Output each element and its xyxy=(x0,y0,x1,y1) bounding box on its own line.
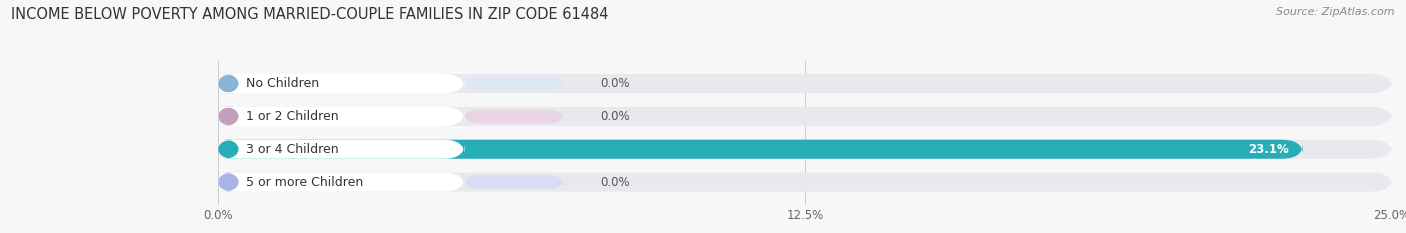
Text: Source: ZipAtlas.com: Source: ZipAtlas.com xyxy=(1277,7,1395,17)
Text: 5 or more Children: 5 or more Children xyxy=(246,175,363,188)
FancyBboxPatch shape xyxy=(218,74,239,93)
Text: INCOME BELOW POVERTY AMONG MARRIED-COUPLE FAMILIES IN ZIP CODE 61484: INCOME BELOW POVERTY AMONG MARRIED-COUPL… xyxy=(11,7,609,22)
FancyBboxPatch shape xyxy=(218,74,1392,93)
FancyBboxPatch shape xyxy=(218,172,1392,192)
Text: 0.0%: 0.0% xyxy=(600,77,630,90)
Text: No Children: No Children xyxy=(246,77,319,90)
FancyBboxPatch shape xyxy=(464,110,562,123)
Text: 3 or 4 Children: 3 or 4 Children xyxy=(246,143,339,156)
FancyBboxPatch shape xyxy=(218,172,239,192)
FancyBboxPatch shape xyxy=(464,175,562,189)
Text: 1 or 2 Children: 1 or 2 Children xyxy=(246,110,339,123)
FancyBboxPatch shape xyxy=(218,107,239,126)
FancyBboxPatch shape xyxy=(218,74,464,93)
FancyBboxPatch shape xyxy=(218,172,464,192)
FancyBboxPatch shape xyxy=(218,140,1392,159)
FancyBboxPatch shape xyxy=(218,107,464,126)
FancyBboxPatch shape xyxy=(218,140,464,159)
Text: 0.0%: 0.0% xyxy=(600,110,630,123)
FancyBboxPatch shape xyxy=(218,140,1303,159)
FancyBboxPatch shape xyxy=(464,77,562,90)
FancyBboxPatch shape xyxy=(218,140,239,159)
Text: 23.1%: 23.1% xyxy=(1249,143,1289,156)
Text: 0.0%: 0.0% xyxy=(600,175,630,188)
FancyBboxPatch shape xyxy=(218,107,1392,126)
